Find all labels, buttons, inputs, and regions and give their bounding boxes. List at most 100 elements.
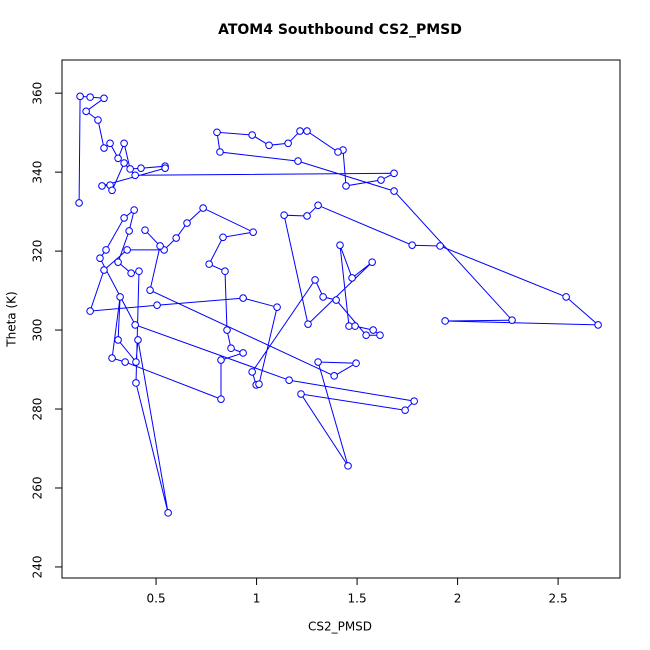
point xyxy=(216,148,224,156)
point xyxy=(172,234,180,242)
y-tick-label: 360 xyxy=(31,82,45,105)
point xyxy=(183,219,191,227)
point xyxy=(123,246,131,254)
point xyxy=(114,258,122,266)
y-tick-label: 280 xyxy=(31,398,45,421)
point xyxy=(255,380,263,388)
point xyxy=(205,260,213,268)
point xyxy=(303,212,311,220)
point xyxy=(314,358,322,366)
point xyxy=(285,376,293,384)
y-tick-label: 260 xyxy=(31,477,45,500)
point xyxy=(217,395,225,403)
point xyxy=(219,233,227,242)
plot-frame xyxy=(61,59,621,579)
point xyxy=(369,326,377,334)
point xyxy=(314,201,322,210)
point xyxy=(284,139,292,148)
point xyxy=(221,267,229,276)
point xyxy=(100,266,108,274)
point xyxy=(352,359,360,368)
point xyxy=(161,164,169,172)
point xyxy=(135,267,143,276)
point xyxy=(368,258,376,266)
point xyxy=(436,242,444,250)
point xyxy=(390,187,398,195)
y-tick-label: 340 xyxy=(31,161,45,184)
point xyxy=(130,206,138,214)
point xyxy=(319,293,327,301)
point xyxy=(134,336,142,344)
point xyxy=(217,356,225,364)
point xyxy=(106,139,114,148)
point xyxy=(141,226,149,234)
point xyxy=(76,92,84,101)
point xyxy=(362,331,370,339)
x-tick-label: 2.5 xyxy=(549,592,568,606)
point xyxy=(126,165,134,173)
point xyxy=(146,286,154,294)
y-axis-label: Theta (K) xyxy=(5,291,19,347)
point xyxy=(227,344,235,353)
point xyxy=(377,176,385,184)
point xyxy=(280,211,288,219)
point xyxy=(508,316,516,324)
point xyxy=(100,144,108,152)
chart-title: ATOM4 Southbound CS2_PMSD xyxy=(218,22,462,38)
point xyxy=(344,462,352,470)
point xyxy=(334,148,342,156)
y-tick-label: 320 xyxy=(31,240,45,263)
point xyxy=(351,322,359,330)
point xyxy=(265,141,273,150)
point xyxy=(336,241,344,249)
point xyxy=(441,317,449,325)
point xyxy=(116,293,124,301)
point xyxy=(86,93,94,101)
point xyxy=(132,379,140,387)
point xyxy=(94,116,102,124)
x-tick-label: 1.5 xyxy=(348,592,367,606)
point xyxy=(296,127,304,135)
x-axis-label: CS2_PMSD xyxy=(308,620,372,634)
point xyxy=(348,274,356,282)
point xyxy=(273,303,281,311)
point xyxy=(239,294,247,302)
point xyxy=(311,276,319,284)
y-tick-label: 240 xyxy=(31,555,45,578)
point xyxy=(223,326,231,334)
point xyxy=(239,349,247,357)
point xyxy=(100,94,108,103)
point xyxy=(120,159,128,167)
point xyxy=(82,107,90,116)
point xyxy=(248,131,256,139)
point xyxy=(562,293,570,301)
point xyxy=(114,336,122,344)
point xyxy=(132,358,140,366)
point xyxy=(303,127,311,135)
point xyxy=(294,157,302,165)
point xyxy=(120,139,128,148)
point xyxy=(108,354,116,362)
point xyxy=(114,154,122,163)
point xyxy=(121,358,129,366)
point xyxy=(390,169,398,178)
point xyxy=(249,228,257,236)
point xyxy=(120,214,128,222)
x-tick-label: 2 xyxy=(454,592,462,606)
point xyxy=(332,296,340,304)
point xyxy=(98,182,106,190)
point xyxy=(304,320,312,328)
point xyxy=(164,509,172,517)
point xyxy=(376,331,384,339)
point xyxy=(199,204,207,212)
point xyxy=(137,164,145,172)
point xyxy=(342,182,350,190)
point xyxy=(410,397,418,405)
x-tick-label: 1 xyxy=(253,592,261,606)
point xyxy=(594,321,602,329)
point xyxy=(297,390,305,398)
y-tick-label: 300 xyxy=(31,319,45,342)
point xyxy=(75,199,83,207)
point xyxy=(131,171,139,180)
